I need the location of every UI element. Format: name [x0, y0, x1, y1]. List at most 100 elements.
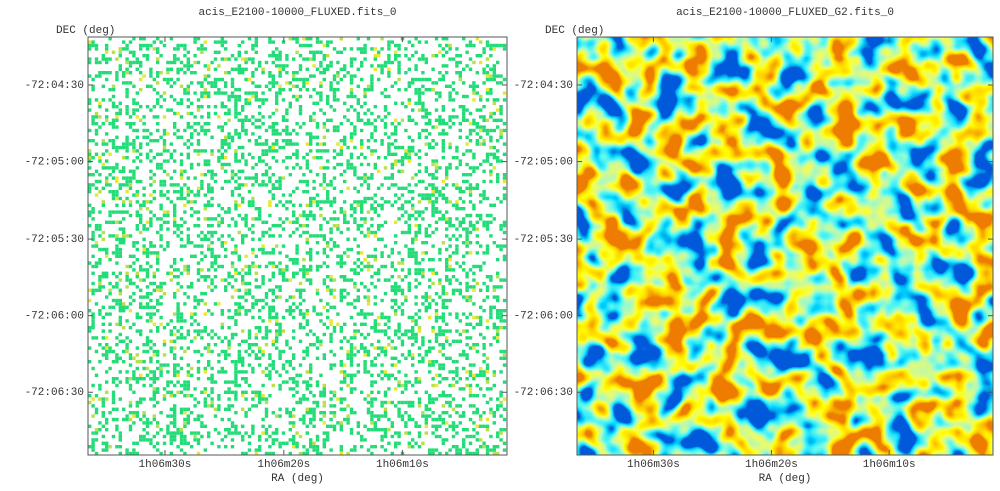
pixel	[149, 183, 153, 187]
pixel	[417, 101, 422, 105]
pixel	[349, 336, 354, 340]
pixel	[441, 122, 445, 126]
pixel	[417, 135, 422, 139]
pixel	[142, 237, 146, 241]
pixel	[445, 50, 449, 54]
pixel	[251, 264, 255, 269]
pixel	[462, 111, 466, 116]
pixel	[139, 400, 143, 405]
pixel	[251, 74, 255, 78]
pixel	[441, 145, 445, 150]
pixel	[400, 339, 405, 343]
pixel	[271, 156, 275, 160]
pixel	[254, 336, 258, 340]
pixel	[230, 193, 235, 197]
pixel	[149, 200, 153, 204]
pixel	[176, 336, 180, 340]
pixel	[149, 251, 153, 255]
pixel	[482, 424, 486, 428]
pixel	[142, 115, 146, 119]
pixel	[421, 336, 425, 340]
pixel	[135, 156, 139, 160]
pixel	[417, 353, 422, 357]
pixel	[111, 193, 116, 197]
pixel	[244, 309, 248, 313]
pixel	[230, 94, 235, 99]
pixel	[319, 339, 323, 343]
pixel	[465, 322, 469, 326]
pixel	[380, 445, 384, 449]
pixel	[438, 451, 442, 456]
pixel	[94, 288, 99, 292]
pixel	[397, 169, 401, 173]
pixel	[305, 81, 309, 85]
pixel	[434, 176, 439, 180]
pixel	[428, 400, 432, 405]
pixel	[302, 122, 306, 126]
pixel	[397, 251, 401, 255]
pixel	[176, 224, 180, 228]
pixel	[91, 43, 95, 48]
pixel	[455, 47, 459, 51]
pixel	[455, 445, 459, 449]
pixel	[292, 394, 296, 398]
pixel	[370, 417, 374, 422]
pixel	[118, 196, 122, 201]
pixel	[312, 217, 316, 221]
pixel	[152, 173, 156, 177]
pixel	[421, 360, 425, 364]
pixel	[346, 278, 350, 282]
pixel	[244, 431, 248, 435]
pixel	[271, 40, 275, 44]
pixel	[417, 179, 422, 184]
pixel	[128, 353, 133, 357]
pixel	[315, 101, 320, 105]
pixel	[142, 434, 146, 439]
pixel	[166, 60, 170, 65]
pixel	[404, 200, 408, 204]
pixel	[108, 329, 112, 333]
pixel	[305, 166, 309, 170]
pixel	[122, 166, 126, 170]
pixel	[156, 254, 160, 258]
pixel	[339, 448, 343, 452]
pixel	[251, 424, 255, 428]
pixel	[322, 251, 326, 255]
pixel	[397, 441, 401, 445]
pixel	[441, 411, 445, 415]
pixel	[496, 285, 500, 289]
pixel	[237, 94, 241, 99]
pixel	[179, 428, 184, 432]
pixel	[152, 312, 156, 316]
pixel	[475, 448, 479, 452]
pixel	[489, 434, 493, 439]
pixel	[98, 60, 102, 65]
pixel	[434, 227, 439, 231]
pixel	[424, 77, 428, 82]
pixel	[312, 74, 316, 78]
pixel	[390, 162, 394, 167]
pixel	[183, 417, 187, 422]
pixel	[152, 281, 156, 286]
pixel	[387, 47, 391, 51]
pixel	[179, 196, 184, 201]
pixel	[329, 118, 333, 122]
pixel	[288, 312, 292, 316]
pixel	[448, 115, 452, 119]
pixel	[288, 234, 292, 238]
pixel	[149, 217, 153, 221]
pixel	[315, 91, 320, 95]
pixel	[268, 179, 272, 184]
pixel	[445, 234, 449, 238]
pixel	[431, 230, 435, 235]
pixel	[203, 237, 207, 241]
pixel	[254, 254, 258, 258]
pixel	[448, 125, 452, 129]
pixel	[125, 451, 129, 456]
pixel	[125, 179, 129, 184]
pixel	[91, 326, 95, 330]
pixel	[332, 363, 337, 367]
pixel	[118, 356, 122, 360]
pixel	[492, 74, 496, 78]
pixel	[424, 404, 428, 408]
